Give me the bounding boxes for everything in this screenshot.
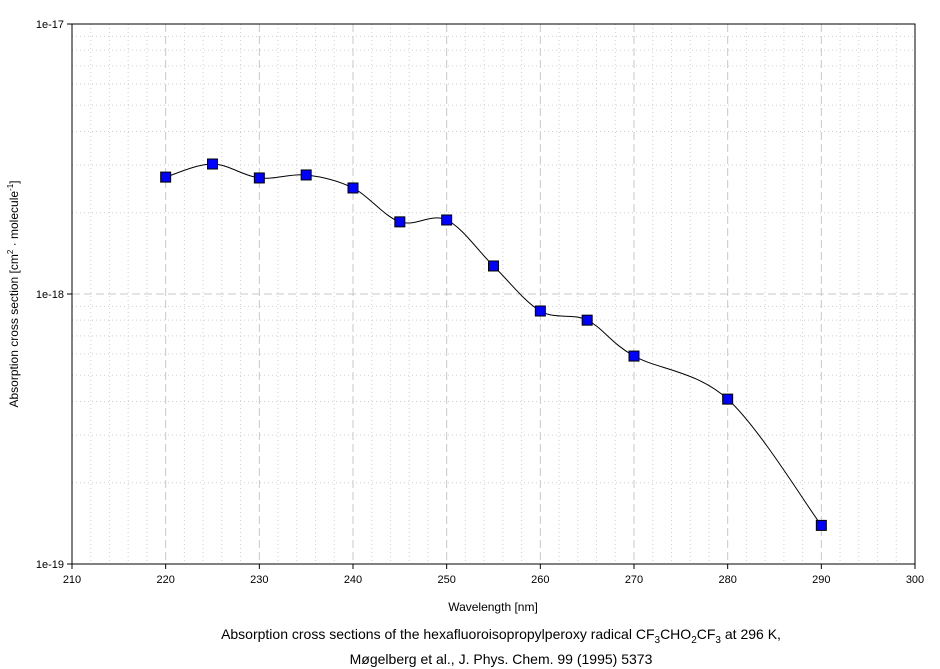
caption-text: Absorption cross sections of the hexaflu… — [221, 626, 655, 642]
x-tick-label: 270 — [625, 574, 643, 586]
caption-text: CF — [696, 626, 716, 642]
caption-text: at 296 K, — [720, 626, 781, 642]
x-tick-label: 300 — [906, 574, 924, 586]
caption-sub: 3 — [654, 634, 661, 646]
y-tick-label: 1e-17 — [36, 19, 64, 31]
x-tick-label: 240 — [344, 574, 362, 586]
x-axis: 210 220 230 240 250 260 270 280 290 300 — [63, 564, 924, 586]
grid — [72, 24, 915, 564]
x-tick-label: 220 — [156, 574, 174, 586]
x-tick-label: 260 — [531, 574, 549, 586]
caption-text: CHO — [660, 626, 692, 642]
x-axis-label: Wavelength [nm] — [448, 600, 538, 614]
data-point — [815, 519, 827, 531]
y-tick-label: 1e-18 — [36, 289, 64, 301]
x-tick-label: 210 — [63, 574, 81, 586]
data-point — [441, 214, 453, 226]
y-label-text: Absorption cross section [cm — [7, 254, 21, 407]
y-axis: 1e-19 1e-18 1e-17 — [36, 19, 72, 571]
data-point — [160, 171, 172, 183]
data-point — [347, 182, 359, 194]
y-tick-label: 1e-19 — [36, 559, 64, 571]
caption-line-2: Møgelberg et al., J. Phys. Chem. 99 (199… — [349, 651, 653, 667]
y-label-text: ] — [7, 180, 21, 183]
data-point — [581, 314, 593, 326]
y-label-text: · molecule — [7, 191, 21, 250]
x-tick-label: 290 — [812, 574, 830, 586]
data-point — [488, 260, 499, 272]
x-tick-label: 280 — [718, 574, 736, 586]
y-axis-label: Absorption cross section [cm2 · molecule… — [6, 180, 21, 407]
caption-sub: 3 — [715, 634, 721, 646]
data-point — [394, 216, 406, 228]
caption-sub: 2 — [691, 634, 697, 646]
caption-line-1: Absorption cross sections of the hexaflu… — [0, 626, 940, 646]
data-point — [207, 158, 218, 170]
data-point — [722, 393, 734, 405]
data-point — [300, 169, 312, 181]
x-tick-label: 250 — [437, 574, 455, 586]
series-line — [165, 163, 822, 526]
x-tick-label: 230 — [250, 574, 268, 586]
y-label-sup: 2 — [6, 249, 15, 254]
data-point — [534, 305, 546, 317]
y-label-sup: -1 — [6, 183, 15, 191]
data-point — [253, 172, 265, 184]
series-markers — [160, 158, 827, 531]
data-point — [628, 350, 640, 362]
